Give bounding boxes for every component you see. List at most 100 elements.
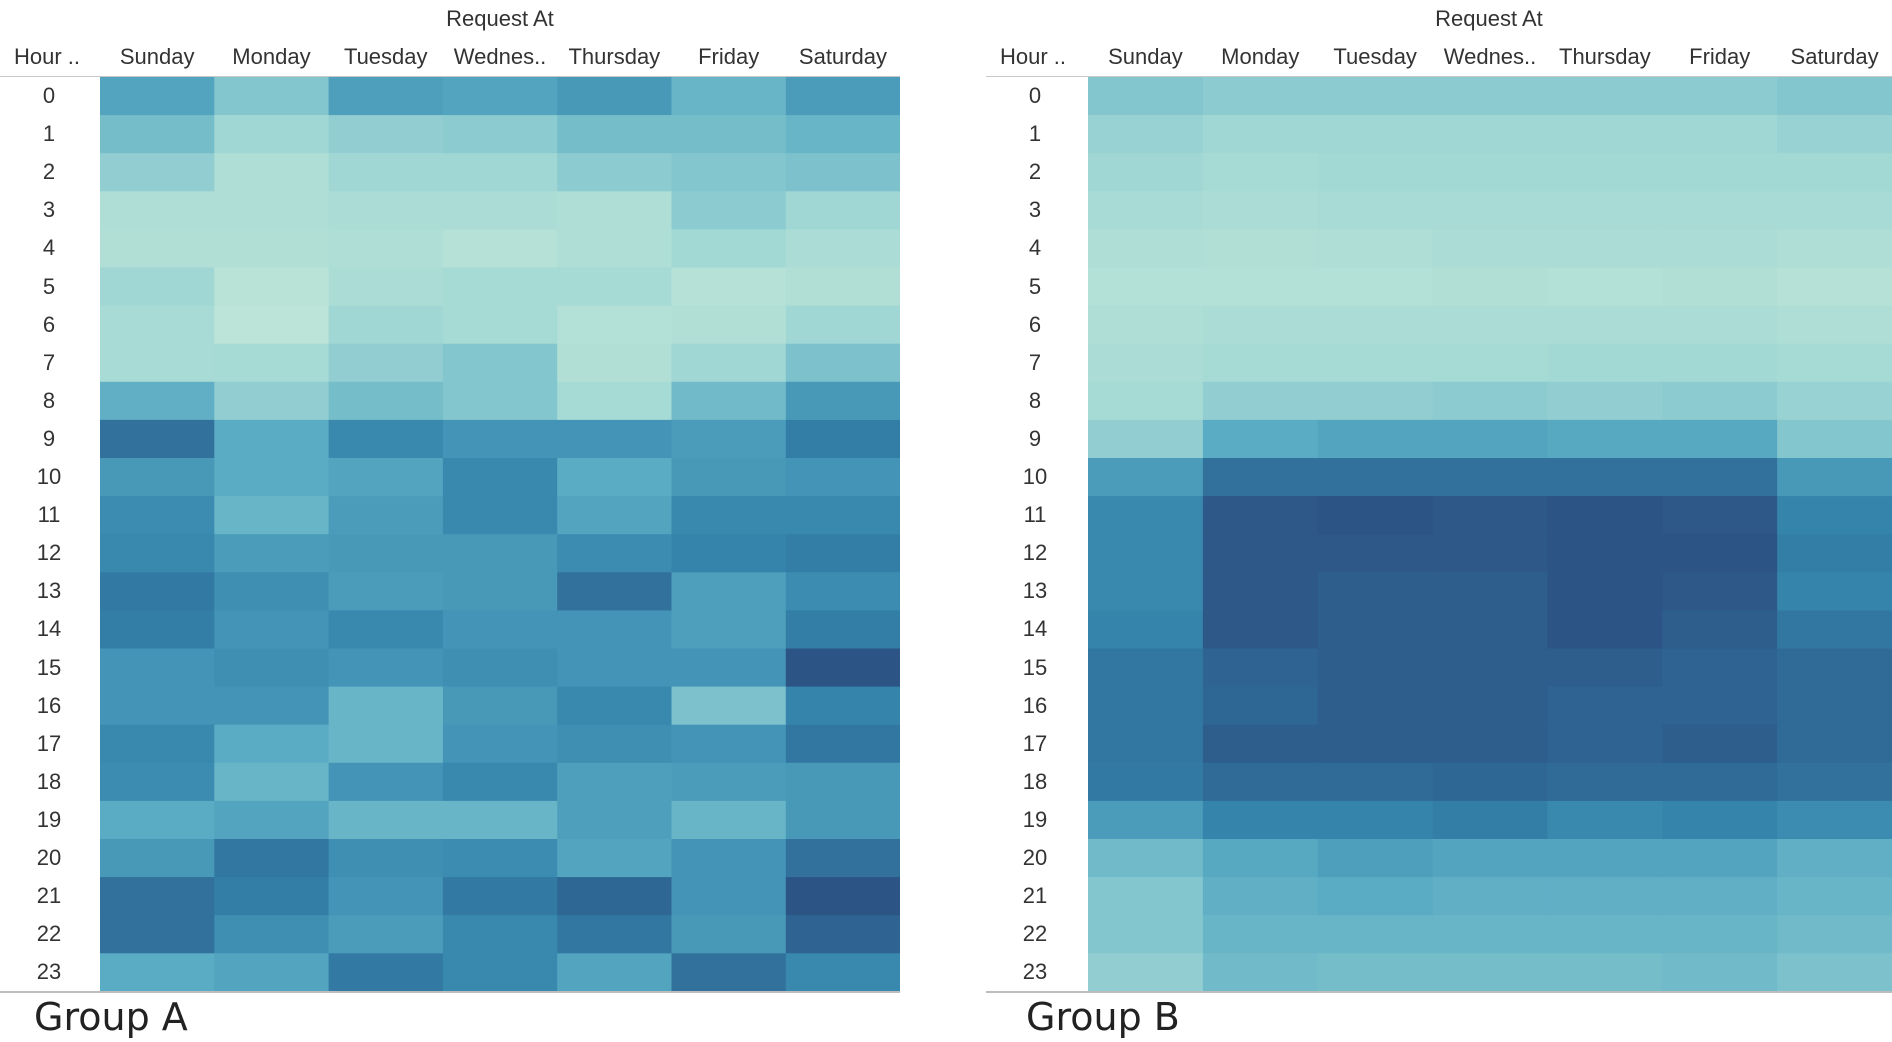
heatmap-cell[interactable]: [1777, 762, 1892, 802]
heatmap-cell[interactable]: [557, 381, 673, 421]
heatmap-cell[interactable]: [442, 610, 558, 650]
heatmap-cell[interactable]: [1202, 153, 1319, 192]
heatmap-cell[interactable]: [328, 229, 444, 269]
heatmap-cell[interactable]: [1202, 800, 1319, 840]
heatmap-cell[interactable]: [785, 305, 900, 345]
heatmap-cell[interactable]: [1777, 153, 1892, 192]
heatmap-cell[interactable]: [1088, 724, 1204, 764]
heatmap-cell[interactable]: [214, 953, 330, 992]
heatmap-cell[interactable]: [214, 915, 330, 954]
heatmap-cell[interactable]: [671, 229, 787, 269]
row-header[interactable]: Hour ..: [1000, 44, 1067, 69]
heatmap-cell[interactable]: [557, 343, 673, 383]
heatmap-cell[interactable]: [1202, 572, 1319, 611]
heatmap-cell[interactable]: [785, 381, 900, 421]
heatmap-cell[interactable]: [671, 534, 787, 573]
heatmap-cell[interactable]: [1547, 381, 1663, 421]
heatmap-cell[interactable]: [1777, 877, 1892, 916]
heatmap-cell[interactable]: [671, 572, 787, 611]
heatmap-cell[interactable]: [1088, 153, 1204, 192]
heatmap-cell[interactable]: [442, 572, 558, 611]
heatmap-cell[interactable]: [1662, 77, 1778, 116]
heatmap-cell[interactable]: [1662, 648, 1778, 688]
heatmap-cell[interactable]: [1317, 724, 1434, 764]
heatmap-cell[interactable]: [1202, 419, 1319, 459]
heatmap-cell[interactable]: [1317, 610, 1434, 650]
heatmap-cell[interactable]: [328, 953, 444, 992]
heatmap-cell[interactable]: [1777, 229, 1892, 269]
heatmap-cell[interactable]: [1662, 610, 1778, 650]
heatmap-cell[interactable]: [1088, 534, 1204, 573]
heatmap-cell[interactable]: [1547, 267, 1663, 307]
heatmap-cell[interactable]: [1547, 343, 1663, 383]
heatmap-cell[interactable]: [214, 839, 330, 878]
column-header[interactable]: Tuesday: [343, 44, 428, 69]
heatmap-cell[interactable]: [785, 572, 900, 611]
heatmap-cell[interactable]: [442, 191, 558, 230]
heatmap-cell[interactable]: [214, 191, 330, 230]
heatmap-cell[interactable]: [1202, 381, 1319, 421]
heatmap-cell[interactable]: [557, 305, 673, 345]
heatmap-cell[interactable]: [1432, 458, 1549, 497]
heatmap-cell[interactable]: [328, 839, 444, 878]
heatmap-cell[interactable]: [328, 115, 444, 154]
heatmap-cell[interactable]: [214, 686, 330, 726]
heatmap-cell[interactable]: [785, 686, 900, 726]
heatmap-cell[interactable]: [785, 458, 900, 497]
heatmap-cell[interactable]: [1547, 496, 1663, 535]
heatmap-cell[interactable]: [1662, 953, 1778, 992]
heatmap-cell[interactable]: [1432, 724, 1549, 764]
heatmap-cell[interactable]: [1777, 77, 1892, 116]
heatmap-cell[interactable]: [1317, 648, 1434, 688]
heatmap-cell[interactable]: [1547, 534, 1663, 573]
heatmap-cell[interactable]: [785, 153, 900, 192]
heatmap-cell[interactable]: [1547, 724, 1663, 764]
heatmap-cell[interactable]: [214, 229, 330, 269]
heatmap-cell[interactable]: [1317, 839, 1434, 878]
heatmap-cell[interactable]: [328, 686, 444, 726]
heatmap-cell[interactable]: [442, 762, 558, 802]
heatmap-cell[interactable]: [442, 648, 558, 688]
column-header[interactable]: Thursday: [568, 44, 661, 69]
heatmap-cell[interactable]: [1432, 267, 1549, 307]
heatmap-cell[interactable]: [1662, 191, 1778, 230]
heatmap-cell[interactable]: [557, 610, 673, 650]
heatmap-cell[interactable]: [557, 648, 673, 688]
heatmap-cell[interactable]: [557, 800, 673, 840]
heatmap-cell[interactable]: [1777, 572, 1892, 611]
heatmap-cell[interactable]: [785, 724, 900, 764]
heatmap-cell[interactable]: [328, 77, 444, 116]
heatmap-cell[interactable]: [1317, 115, 1434, 154]
heatmap-cell[interactable]: [1088, 572, 1204, 611]
heatmap-cell[interactable]: [1202, 915, 1319, 954]
heatmap-cell[interactable]: [100, 229, 215, 269]
heatmap-cell[interactable]: [214, 305, 330, 345]
heatmap-cell[interactable]: [442, 458, 558, 497]
heatmap-cell[interactable]: [100, 343, 215, 383]
heatmap-cell[interactable]: [1547, 229, 1663, 269]
heatmap-cell[interactable]: [1202, 610, 1319, 650]
heatmap-cell[interactable]: [671, 877, 787, 916]
heatmap-cell[interactable]: [1777, 458, 1892, 497]
heatmap-cell[interactable]: [1317, 877, 1434, 916]
heatmap-cell[interactable]: [557, 115, 673, 154]
heatmap-cell[interactable]: [442, 77, 558, 116]
heatmap-cell[interactable]: [100, 115, 215, 154]
heatmap-cell[interactable]: [1088, 915, 1204, 954]
heatmap-cell[interactable]: [1088, 458, 1204, 497]
heatmap-cell[interactable]: [100, 762, 215, 802]
heatmap-cell[interactable]: [1317, 496, 1434, 535]
heatmap-cell[interactable]: [442, 343, 558, 383]
heatmap-cell[interactable]: [785, 953, 900, 992]
heatmap-cell[interactable]: [1202, 267, 1319, 307]
heatmap-cell[interactable]: [100, 534, 215, 573]
heatmap-cell[interactable]: [557, 686, 673, 726]
heatmap-cell[interactable]: [785, 115, 900, 154]
heatmap-cell[interactable]: [214, 458, 330, 497]
heatmap-cell[interactable]: [1777, 305, 1892, 345]
heatmap-cell[interactable]: [671, 610, 787, 650]
heatmap-cell[interactable]: [1777, 343, 1892, 383]
heatmap-cell[interactable]: [328, 419, 444, 459]
heatmap-cell[interactable]: [1777, 724, 1892, 764]
heatmap-cell[interactable]: [1317, 419, 1434, 459]
